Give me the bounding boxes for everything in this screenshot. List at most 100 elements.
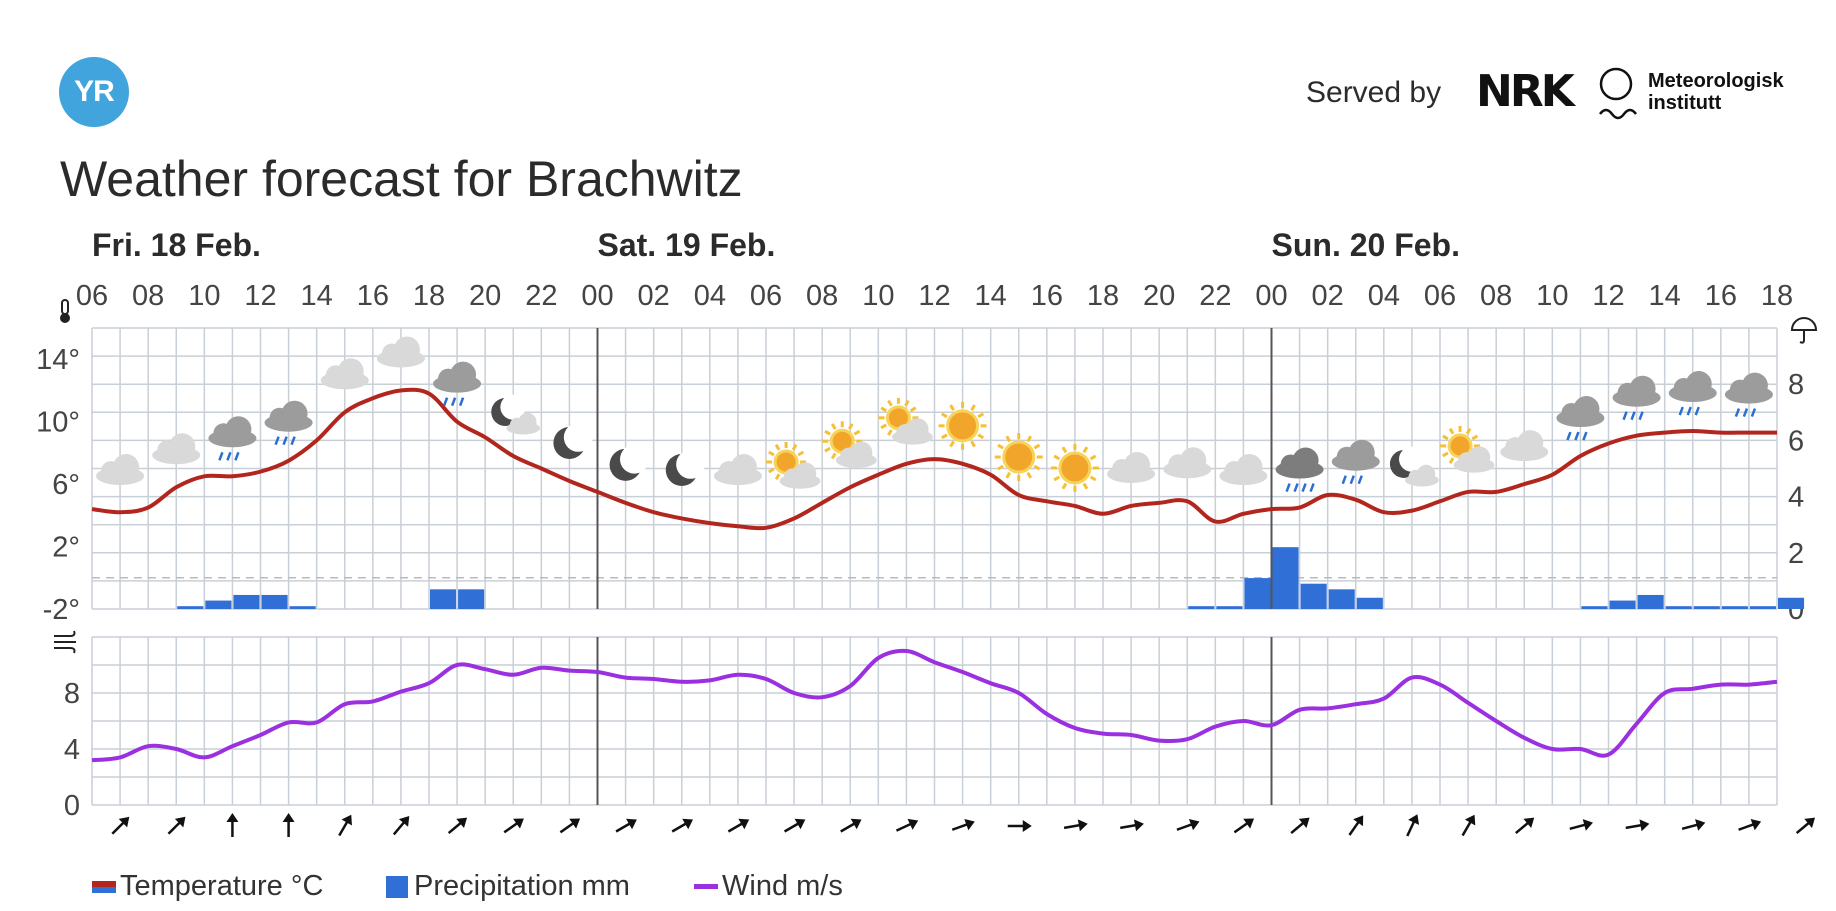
legend-temperature: Temperature °C xyxy=(92,870,323,903)
precipitation-bar xyxy=(205,600,232,609)
sun-ray xyxy=(1448,427,1455,435)
rain-drop xyxy=(234,451,240,461)
wind-icon xyxy=(54,630,76,654)
rain-drop xyxy=(1750,408,1757,418)
precipitation-bar xyxy=(1609,600,1636,609)
precipitation-tick: 6 xyxy=(1788,425,1804,457)
hour-tick: 12 xyxy=(244,280,276,312)
cloud-part xyxy=(1180,447,1207,474)
legend-wind-label: Wind m/s xyxy=(722,870,843,902)
wind-arrow-head xyxy=(398,816,410,827)
sun-ray xyxy=(970,440,976,448)
wind-arrow xyxy=(167,816,186,835)
yr-logo[interactable]: YR xyxy=(59,57,129,127)
weather-icon-rain xyxy=(1668,371,1717,416)
wind-tick: 8 xyxy=(64,678,80,710)
sun-ray xyxy=(1053,454,1061,461)
wind-arrow-head xyxy=(1523,817,1535,829)
met-institute-name[interactable]: Meteorologisk institutt xyxy=(1648,70,1784,114)
sun-ray xyxy=(977,433,985,440)
rain-drop xyxy=(1734,408,1741,418)
sun-disc xyxy=(1058,451,1092,485)
sun-ray xyxy=(830,452,837,460)
moon-cut xyxy=(619,444,649,474)
rain-drop xyxy=(1357,475,1363,485)
rain-drop xyxy=(458,397,465,407)
wind-stroke xyxy=(54,630,76,637)
precipitation-bar xyxy=(430,589,457,609)
precipitation-bar xyxy=(1581,606,1608,609)
met-institute-icon[interactable] xyxy=(1594,64,1642,122)
cloud-part xyxy=(281,400,308,427)
moon-cut xyxy=(1399,446,1425,472)
precipitation-bar xyxy=(1778,597,1805,609)
weather-icon-sun xyxy=(994,433,1043,482)
served-by-label: Served by xyxy=(1306,76,1442,109)
wind-arrow xyxy=(1063,819,1088,832)
wind-legend-swatch xyxy=(694,884,718,890)
sun-ray xyxy=(1005,435,1012,443)
hour-tick: 10 xyxy=(1536,280,1568,312)
wind-arrow xyxy=(1007,820,1032,832)
sun-ray xyxy=(880,406,888,413)
wind-arrow-head xyxy=(1408,814,1420,825)
weather-icon-sun xyxy=(938,401,987,450)
hour-tick: 04 xyxy=(694,280,726,312)
hour-tick: 00 xyxy=(1255,280,1287,312)
hour-tick: 08 xyxy=(1480,280,1512,312)
thermometer-stem xyxy=(61,299,69,315)
wind-arrow-head xyxy=(174,816,186,828)
rain-drop xyxy=(1349,475,1355,485)
wind-arrow xyxy=(1681,819,1706,831)
weather-icon-cloudy xyxy=(1219,454,1268,485)
rain-drop xyxy=(1630,411,1636,421)
sun-ray xyxy=(1033,443,1041,450)
sun-ray xyxy=(1089,454,1097,461)
weather-icon-rain xyxy=(433,361,482,407)
precipitation-bar xyxy=(1693,606,1720,609)
hour-tick: 14 xyxy=(301,280,333,312)
precipitation-bar xyxy=(1749,606,1776,609)
weather-icon-sun-cloud xyxy=(878,397,933,445)
rain-drop xyxy=(1293,483,1299,492)
wind-tick: 4 xyxy=(64,734,80,766)
wind-arrow xyxy=(1406,814,1420,837)
temperature-tick: 10° xyxy=(36,407,80,439)
sun-ray xyxy=(774,443,781,451)
hour-tick: 10 xyxy=(188,280,220,312)
rain-drop xyxy=(1678,406,1684,416)
rain-drop xyxy=(226,451,232,461)
sun-ray xyxy=(1465,427,1472,435)
sun-ray xyxy=(970,404,976,411)
sun-ray xyxy=(824,446,831,453)
rain-drop xyxy=(274,436,280,446)
wind-arrow-head xyxy=(1188,818,1200,831)
hour-tick: 02 xyxy=(1312,280,1344,312)
wind-arrow xyxy=(338,814,352,837)
wind-arrow-head xyxy=(1695,819,1706,831)
weather-icon-rain xyxy=(1612,375,1661,421)
cloud-part xyxy=(1236,454,1263,480)
wind-arrow xyxy=(392,816,410,836)
rain-drop xyxy=(1694,406,1700,416)
day-label-1: Sat. 19 Feb. xyxy=(598,227,776,263)
moon-cut xyxy=(563,422,593,452)
weather-icon-cloudy xyxy=(96,454,145,485)
cloud-part xyxy=(906,418,929,441)
wind-arrow xyxy=(1176,818,1200,831)
sun-ray xyxy=(853,429,861,436)
hour-tick: 18 xyxy=(1761,280,1793,312)
hour-tick: 06 xyxy=(1424,280,1456,312)
weather-icon-sun-cloud xyxy=(766,442,821,489)
wind-arrow xyxy=(1348,815,1364,836)
sun-ray xyxy=(949,440,955,448)
sun-ray xyxy=(909,406,917,413)
met-line-1: Meteorologisk xyxy=(1648,70,1784,92)
wind-arrow xyxy=(1795,817,1816,835)
precipitation-bar xyxy=(1300,583,1327,609)
cloud-part xyxy=(337,358,364,385)
rain-drop xyxy=(290,436,296,446)
wind-arrow-head xyxy=(1639,819,1650,832)
nrk-logo[interactable]: NRK xyxy=(1476,66,1575,117)
